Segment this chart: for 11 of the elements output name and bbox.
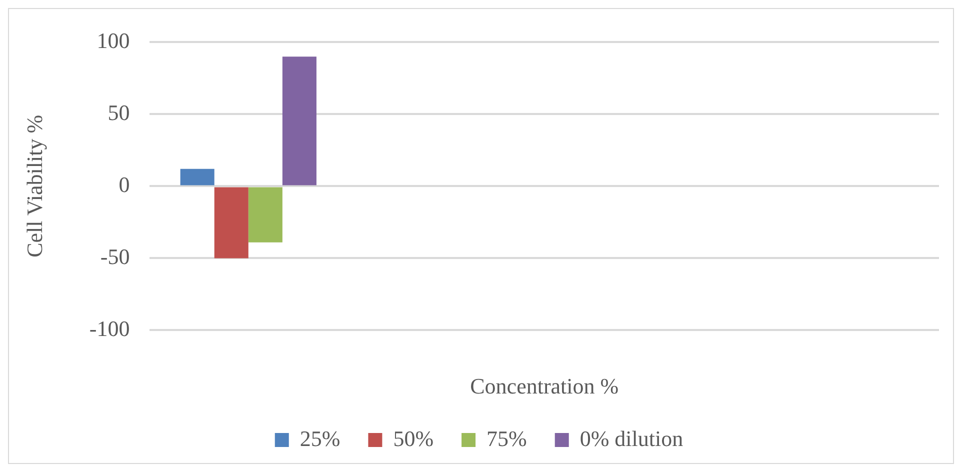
y-tick-label: -50 [100, 244, 130, 269]
legend-label: 75% [486, 426, 527, 451]
y-tick-label: 100 [96, 28, 130, 53]
legend-label: 50% [393, 426, 434, 451]
y-axis-title: Cell Viability % [22, 114, 47, 258]
legend-label: 25% [300, 426, 340, 451]
x-axis-title: Concentration % [470, 374, 619, 399]
y-tick-label: -100 [89, 316, 130, 341]
y-tick-label: 0 [118, 172, 130, 197]
legend-label: 0% dilution [580, 426, 684, 451]
y-tick-label: 50 [108, 100, 130, 125]
